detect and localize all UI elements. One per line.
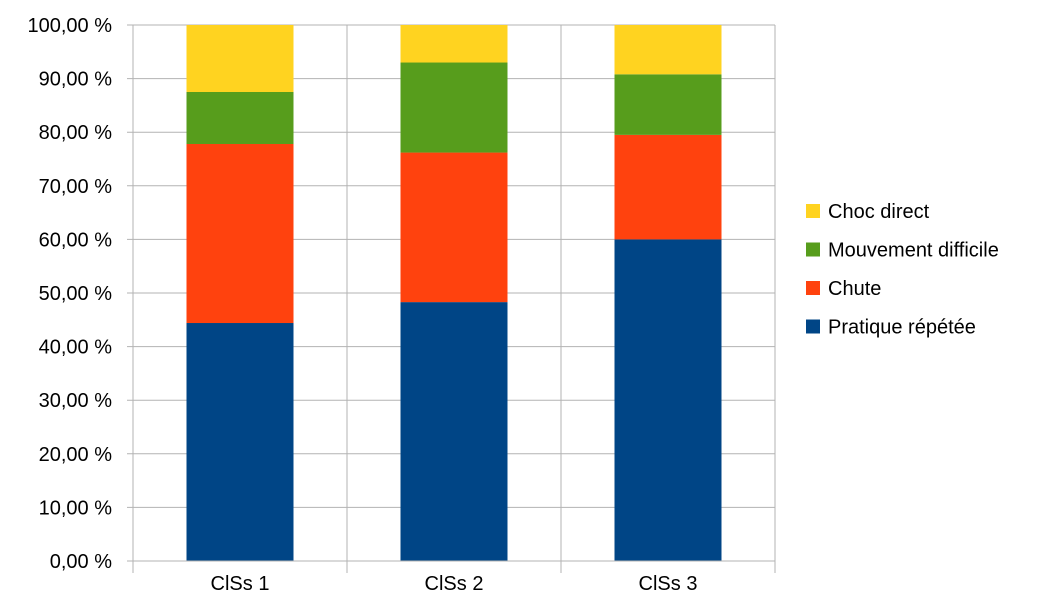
legend-swatch xyxy=(806,242,820,257)
bar-segment-chute-2 xyxy=(400,152,508,303)
bar-segment-choc-direct-3 xyxy=(614,25,722,75)
bar-segment-choc-direct-2 xyxy=(400,25,508,63)
y-tick-label: 10,00 % xyxy=(39,497,113,519)
legend-label: Choc direct xyxy=(828,201,930,223)
legend: Choc direct Mouvement difficile Chute Prati… xyxy=(806,201,999,339)
y-tick-label: 30,00 % xyxy=(39,390,113,412)
y-tick-label: 90,00 % xyxy=(39,69,113,91)
y-tick-label: 0,00 % xyxy=(50,551,112,573)
x-axis-tick-labels: ClSs 1 ClSs 2 ClSs 3 xyxy=(211,573,698,595)
legend-swatch xyxy=(806,204,820,218)
y-tick-label: 50,00 % xyxy=(39,283,113,305)
x-tick-label: ClSs 3 xyxy=(639,573,698,595)
legend-label: Pratique répétée xyxy=(828,317,976,339)
legend-label: Mouvement difficile xyxy=(828,240,999,262)
legend-swatch xyxy=(806,319,820,334)
bar-segment-pratique-r-p-t-e-2 xyxy=(400,302,508,561)
y-tick-label: 100,00 % xyxy=(27,15,112,37)
bar-segment-mouvement-difficile-1 xyxy=(186,92,294,144)
y-tick-label: 60,00 % xyxy=(39,229,113,251)
bar-segment-chute-1 xyxy=(186,143,294,324)
x-tick-label: ClSs 1 xyxy=(211,573,270,595)
bar-segment-mouvement-difficile-2 xyxy=(400,62,508,153)
bar-segment-chute-3 xyxy=(614,134,722,240)
y-axis-tick-labels: 0,00 % 10,00 % 20,00 % 30,00 % 40,00 % 50,00 … xyxy=(27,15,112,573)
legend-swatch xyxy=(806,281,820,295)
legend-label: Chute xyxy=(828,278,881,300)
x-tick-label: ClSs 2 xyxy=(425,573,484,595)
bar-segment-pratique-r-p-t-e-3 xyxy=(614,239,722,561)
bar-segment-choc-direct-1 xyxy=(186,25,294,92)
y-tick-label: 80,00 % xyxy=(39,122,113,144)
bar-segment-mouvement-difficile-3 xyxy=(614,74,722,135)
y-tick-label: 40,00 % xyxy=(39,337,113,359)
y-tick-label: 20,00 % xyxy=(39,444,113,466)
y-tick-label: 70,00 % xyxy=(39,176,113,198)
bars xyxy=(186,25,722,561)
bar-segment-pratique-r-p-t-e-1 xyxy=(186,323,294,561)
